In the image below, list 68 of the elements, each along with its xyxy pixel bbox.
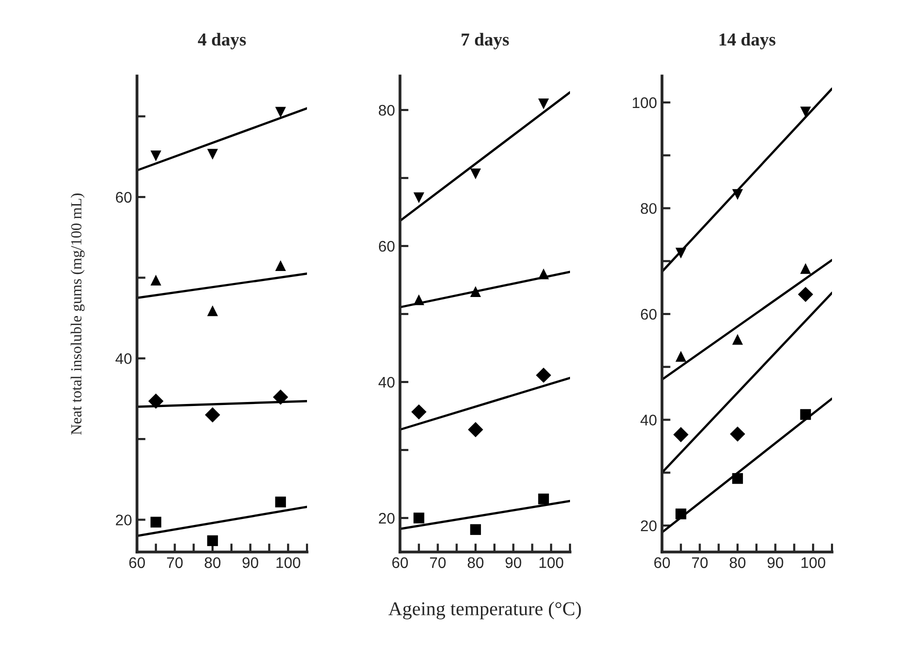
x-tick-label: 100: [276, 557, 300, 568]
y-axis-title: Neat total insoluble gums (mg/100 mL): [70, 194, 85, 435]
point: [536, 368, 552, 383]
point: [798, 286, 814, 302]
x-tick-label: 60: [392, 557, 408, 568]
x-tick-label: 100: [802, 557, 826, 568]
point: [411, 404, 426, 420]
x-tick-label: 60: [654, 557, 670, 568]
point: [275, 106, 286, 118]
point: [732, 334, 743, 345]
point: [272, 389, 288, 405]
point: [148, 394, 164, 409]
x-tick-label: 80: [468, 557, 484, 568]
y-tick-label: 40: [116, 353, 132, 364]
x-tick-label: 90: [768, 557, 784, 568]
y-tick-label: 40: [640, 414, 657, 426]
point: [204, 407, 220, 422]
point: [414, 512, 424, 524]
x-tick-label: 70: [430, 557, 446, 568]
point: [414, 294, 424, 306]
y-tick-label: 20: [116, 514, 132, 526]
x-axis-title: Ageing temperature (°C): [388, 602, 581, 620]
x-tick-label: 80: [204, 557, 220, 568]
x-tick-label: 90: [242, 557, 258, 568]
y-tick-label: 80: [640, 203, 657, 214]
point: [207, 535, 218, 546]
point: [800, 106, 811, 118]
y-tick-label: 80: [378, 104, 395, 116]
y-tick-label: 20: [378, 512, 395, 524]
point: [150, 150, 162, 162]
x-tick-label: 90: [506, 557, 522, 568]
x-tick-label: 60: [129, 557, 145, 568]
point: [676, 508, 686, 520]
point: [538, 268, 549, 280]
x-tick-label: 80: [730, 557, 746, 568]
y-tick-label: 60: [116, 192, 132, 203]
point: [800, 409, 811, 420]
y-tick-label: 100: [632, 97, 657, 108]
point: [538, 98, 549, 110]
point: [470, 168, 481, 180]
point: [275, 260, 286, 271]
y-tick-label: 60: [640, 308, 657, 320]
chart-title: 4 days: [198, 32, 246, 50]
point: [414, 192, 424, 204]
point: [732, 189, 743, 200]
point: [470, 286, 481, 297]
point: [150, 274, 162, 286]
point: [673, 426, 688, 442]
point: [676, 350, 686, 362]
y-tick-label: 20: [640, 520, 657, 532]
point: [150, 516, 162, 528]
point: [470, 524, 481, 535]
point: [207, 148, 218, 160]
point: [275, 496, 286, 508]
point: [676, 248, 686, 259]
chart-title: 7 days: [462, 32, 509, 50]
point: [538, 494, 549, 504]
y-tick-label: 40: [378, 376, 395, 388]
y-tick-label: 60: [378, 240, 395, 252]
point: [468, 422, 484, 438]
x-tick-label: 70: [692, 557, 708, 568]
point: [732, 473, 743, 484]
x-tick-label: 100: [540, 557, 564, 568]
point: [730, 426, 746, 442]
chart-title: 14 days: [720, 32, 776, 50]
x-tick-label: 70: [167, 557, 183, 568]
point: [800, 263, 811, 274]
point: [207, 305, 218, 316]
